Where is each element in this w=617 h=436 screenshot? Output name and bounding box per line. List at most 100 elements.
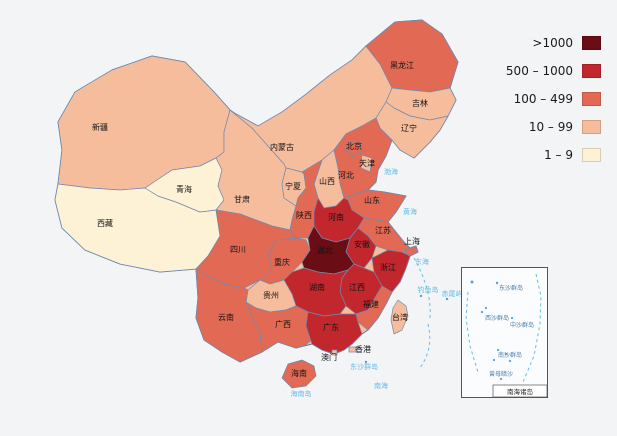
sea-label-diaoyudao: 钓鱼岛	[418, 285, 439, 294]
inset-xisha-dot-2	[480, 310, 484, 314]
province-label-aomen: 澳门	[321, 352, 337, 362]
legend-label: 500 – 1000	[505, 64, 573, 78]
legend-item: 500 – 1000	[506, 64, 601, 78]
inset-frame	[461, 267, 548, 398]
legend-item: 1 – 9	[506, 148, 601, 162]
legend-item: >1000	[506, 36, 601, 50]
legend: >1000 500 – 1000 100 – 499 10 – 99 1 – 9	[506, 36, 601, 162]
sea-label-donghai: 东海	[415, 257, 429, 266]
inset-label-zhongsha_i: 中沙群岛	[510, 321, 534, 329]
legend-swatch	[582, 148, 601, 162]
inset-label-dongsha_i: 东沙群岛	[499, 284, 523, 292]
inset-nansha-dot-3	[492, 358, 496, 362]
sea-label-dongsha: 东沙群岛	[350, 362, 378, 371]
legend-swatch	[582, 92, 601, 106]
province-label-jilin: 吉林	[412, 98, 428, 108]
province-label-henan: 河南	[328, 212, 344, 222]
inset-taiwan-dot	[470, 280, 474, 284]
legend-label: 1 – 9	[544, 148, 573, 162]
legend-label: 100 – 499	[513, 92, 573, 106]
province-label-liaoning: 辽宁	[401, 123, 417, 133]
province-label-ningxia: 宁夏	[285, 181, 301, 191]
inset-zhongsha-dot	[510, 316, 514, 320]
sea-label-huanghai: 黄海	[403, 207, 417, 216]
province-label-hebei: 河北	[338, 170, 354, 180]
province-label-anhui: 安徽	[354, 239, 370, 249]
province-hainan	[281, 359, 317, 389]
legend-label: 10 – 99	[528, 120, 573, 134]
inset-label-xisha_i: 西沙群岛	[485, 314, 509, 322]
province-label-fujian: 福建	[363, 299, 379, 309]
legend-swatch	[582, 64, 601, 78]
province-label-guangdong: 广东	[323, 322, 339, 332]
inset-label-nansha_i: 南沙群岛	[498, 351, 522, 359]
province-label-jiangxi: 江西	[349, 283, 365, 292]
dongsha-dot	[364, 360, 368, 364]
province-xianggang	[348, 346, 357, 353]
province-aomen	[331, 349, 338, 356]
province-sichuan	[195, 209, 297, 289]
diaoyudao-dot	[419, 294, 423, 298]
province-zhejiang	[371, 249, 411, 293]
inset-zengmu-dot	[499, 377, 503, 381]
province-label-xianggang: 香港	[355, 344, 371, 354]
province-label-guangxi: 广西	[275, 319, 291, 329]
province-tianjin	[360, 154, 373, 173]
province-label-hunan: 湖南	[309, 282, 325, 292]
inset-dashes-left	[465, 291, 479, 373]
province-label-beijing: 北京	[346, 141, 362, 151]
province-label-guizhou: 贵州	[263, 290, 279, 300]
province-label-heilongjiang: 黑龙江	[390, 60, 414, 70]
province-beijing	[345, 141, 363, 158]
province-label-xinjiang: 新疆	[92, 122, 108, 132]
legend-swatch	[582, 36, 601, 50]
legend-swatch	[582, 120, 601, 134]
legend-item: 100 – 499	[506, 92, 601, 106]
province-label-yunnan: 云南	[218, 312, 234, 322]
province-label-zhejiang: 浙江	[380, 262, 396, 272]
legend-item: 10 – 99	[506, 120, 601, 134]
sea-boundary-dashes-south	[419, 323, 431, 369]
inset-nansha-dot-1	[496, 348, 500, 352]
province-shanghai	[403, 245, 419, 257]
province-label-chongqing: 重庆	[274, 257, 290, 267]
sea-label-hainandao: 海南岛	[291, 389, 312, 398]
province-taiwan	[390, 299, 409, 335]
sea-label-bohai: 渤海	[384, 167, 398, 176]
sea-label-chiweiyu: 赤尾屿	[442, 289, 463, 298]
sea-label-nanhai: 南海	[374, 381, 388, 390]
inset-nansha-dot-4	[508, 359, 512, 363]
province-label-hubei: 湖北	[317, 246, 333, 255]
province-label-qinghai: 青海	[176, 184, 192, 194]
inset-label-zengmu_i: 曾母暗沙	[489, 370, 513, 378]
inset-dongsha-dot	[495, 281, 499, 285]
province-label-jiangsu: 江苏	[375, 225, 391, 235]
province-label-sichuan: 四川	[230, 245, 246, 254]
province-label-taiwan: 台湾	[392, 312, 408, 322]
inset-dashes-right	[522, 273, 542, 383]
inset-caption-box	[492, 384, 548, 398]
province-label-shanghai: 上海	[404, 236, 420, 246]
province-guangdong	[305, 311, 363, 355]
province-label-hainan: 海南	[291, 368, 307, 378]
province-shapes	[54, 19, 459, 389]
inset-caption: 南海诸岛	[507, 387, 533, 396]
province-label-xizang: 西藏	[97, 218, 113, 228]
province-fujian	[355, 285, 393, 331]
province-label-shanxi: 山西	[319, 176, 335, 186]
legend-label: >1000	[532, 36, 573, 50]
inset-nansha-dot-2	[504, 352, 508, 356]
province-label-gansu: 甘肃	[234, 194, 250, 204]
province-label-tianjin: 天津	[359, 158, 375, 168]
province-label-neimenggu: 内蒙古	[270, 142, 294, 152]
province-label-shaanxi: 陕西	[296, 210, 312, 220]
inset-xisha-dot-1	[484, 306, 488, 310]
province-label-shandong: 山东	[364, 195, 380, 205]
chiweiyu-dot	[445, 297, 449, 301]
